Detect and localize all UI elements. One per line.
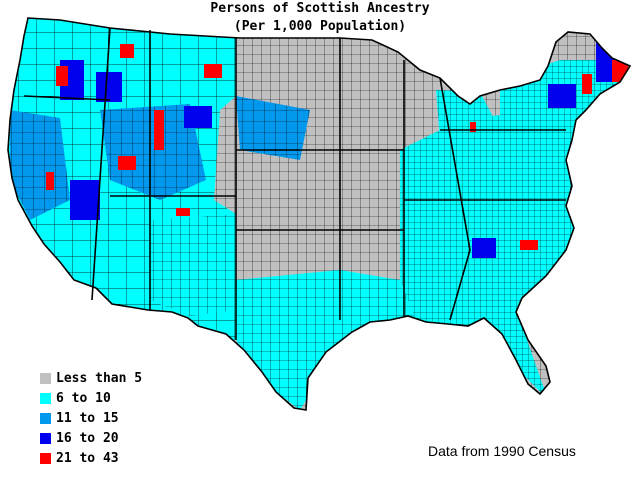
dark-blue-patch-2 — [96, 72, 122, 102]
dakotas-medium-blue — [236, 96, 310, 160]
red-patch-2 — [120, 44, 134, 58]
red-patch-6 — [46, 172, 54, 190]
legend-item: 11 to 15 — [40, 408, 142, 428]
dark-blue-patch-7 — [472, 238, 496, 258]
dark-blue-patch-6 — [548, 84, 576, 108]
red-patch-3 — [204, 64, 222, 78]
legend-swatch — [40, 392, 51, 404]
red-patch-1 — [56, 66, 68, 86]
map-title-line-1: Persons of Scottish Ancestry — [210, 1, 430, 16]
red-patch-7 — [176, 208, 190, 216]
national-border — [7, 17, 632, 411]
map-title: Persons of Scottish Ancestry (Per 1,000 … — [0, 0, 640, 36]
border-il-in — [439, 77, 471, 321]
map-title-line-2: (Per 1,000 Population) — [233, 19, 407, 34]
legend-label: Less than 5 — [56, 370, 143, 386]
legend-label: 6 to 10 — [56, 390, 111, 406]
southwest-region — [150, 214, 236, 316]
legend-swatch — [40, 372, 51, 384]
dark-blue-patch-4 — [184, 106, 212, 128]
state-borders — [7, 17, 632, 411]
legend-item: 21 to 43 — [40, 448, 142, 468]
red-patch-11 — [470, 122, 476, 132]
legend-label: 16 to 20 — [56, 430, 119, 446]
red-patch-4 — [154, 110, 164, 150]
south-central-region — [236, 270, 420, 410]
red-patch-10 — [520, 240, 538, 250]
legend-swatch — [40, 452, 51, 464]
legend-item: Less than 5 — [40, 368, 142, 388]
legend-item: 6 to 10 — [40, 388, 142, 408]
legend-swatch — [40, 432, 51, 444]
pacific-medium-blue — [10, 110, 70, 220]
legend-item: 16 to 20 — [40, 428, 142, 448]
red-patch-5 — [118, 156, 136, 170]
legend-swatch — [40, 412, 51, 424]
source-note: Data from 1990 Census — [428, 443, 576, 459]
legend-label: 11 to 15 — [56, 410, 119, 426]
dark-blue-patch-3 — [70, 180, 100, 220]
legend-label: 21 to 43 — [56, 450, 119, 466]
michigan-region — [436, 90, 500, 150]
border-or-wa — [23, 95, 111, 101]
border-id-west — [91, 27, 111, 301]
red-patch-9 — [582, 74, 592, 94]
legend: Less than 5 6 to 10 11 to 15 16 to 20 21 to … — [40, 368, 142, 468]
intermountain-medium-blue — [100, 104, 206, 200]
